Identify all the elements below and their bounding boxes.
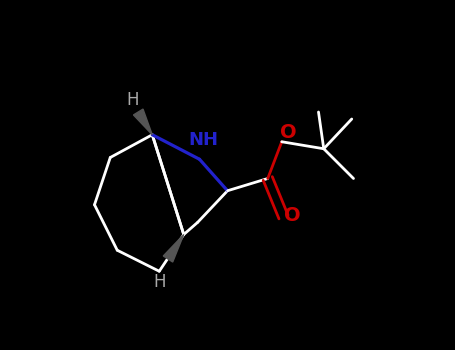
Text: O: O xyxy=(280,124,297,142)
Text: O: O xyxy=(284,206,301,225)
Text: H: H xyxy=(153,273,166,291)
Text: NH: NH xyxy=(188,131,218,149)
Text: H: H xyxy=(127,91,139,109)
Polygon shape xyxy=(133,109,152,135)
Polygon shape xyxy=(163,234,184,262)
